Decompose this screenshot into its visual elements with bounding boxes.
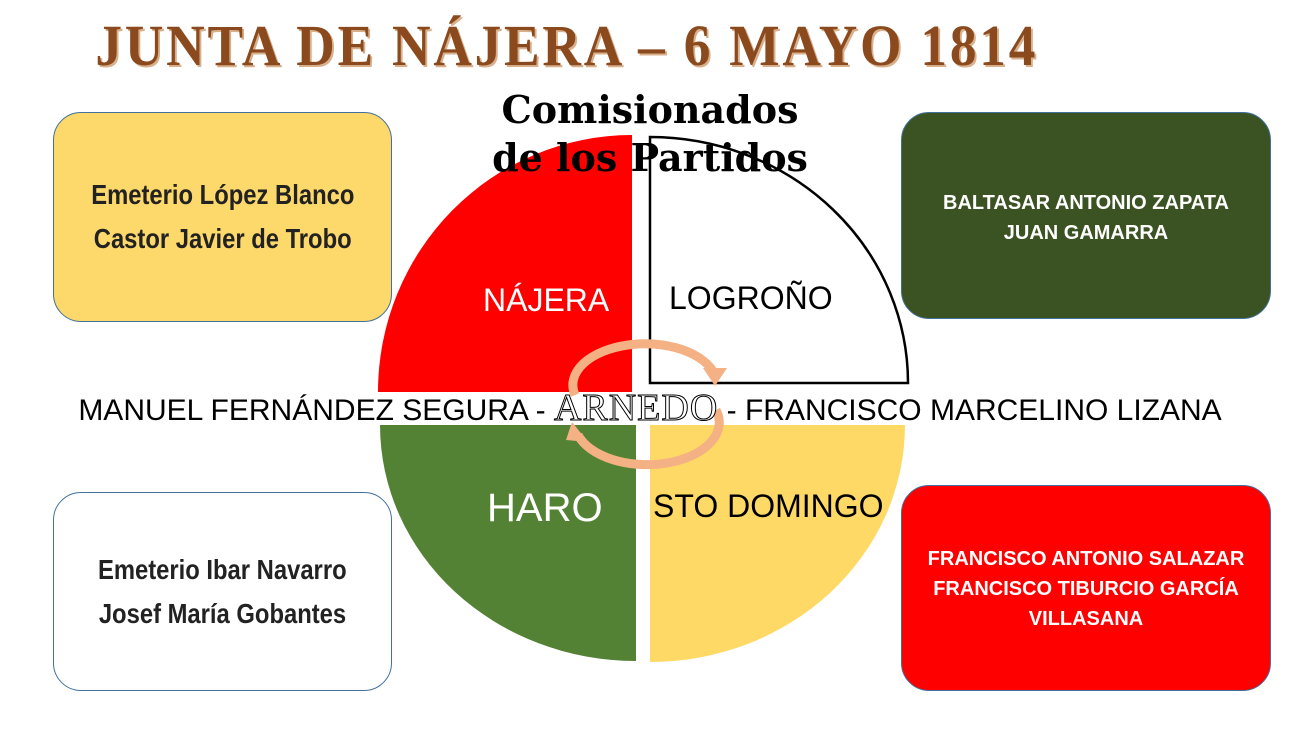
arrow-head-left-icon bbox=[566, 422, 588, 442]
box-najera-comisionados: Emeterio López Blanco Castor Javier de T… bbox=[53, 112, 392, 322]
name: Josef María Gobantes bbox=[98, 597, 347, 629]
arnedo-right-name: FRANCISCO MARCELINO LIZANA bbox=[744, 394, 1222, 427]
box-sto-domingo-comisionados: FRANCISCO ANTONIO SALAZAR FRANCISCO TIBU… bbox=[901, 485, 1271, 691]
subtitle: Comisionados de los Partidos bbox=[440, 86, 860, 182]
separator: - bbox=[527, 394, 554, 427]
name: FRANCISCO TIBURCIO GARCÍA bbox=[933, 578, 1239, 600]
arnedo-label: ARNEDO bbox=[553, 387, 719, 430]
name: Emeterio López Blanco bbox=[90, 179, 355, 210]
name: Castor Javier de Trobo bbox=[93, 223, 352, 254]
page-title: JUNTA DE NÁJERA – 6 MAYO 1814 bbox=[95, 13, 1039, 78]
label-haro: HARO bbox=[487, 486, 603, 530]
subtitle-line-2: de los Partidos bbox=[492, 135, 808, 180]
label-najera: NÁJERA bbox=[483, 282, 610, 318]
separator: - bbox=[718, 394, 745, 427]
arnedo-left-name: MANUEL FERNÁNDEZ SEGURA bbox=[78, 394, 528, 427]
name: JUAN GAMARRA bbox=[1003, 222, 1169, 244]
cycle-arrow-icon bbox=[568, 339, 724, 470]
label-sto-domingo: STO DOMINGO bbox=[653, 488, 884, 524]
quadrant-sto-domingo bbox=[650, 425, 905, 662]
box-haro-comisionados: Emeterio Ibar Navarro Josef María Gobant… bbox=[53, 492, 392, 691]
subtitle-line-1: Comisionados bbox=[501, 87, 799, 132]
arrow-head-right-icon bbox=[703, 368, 727, 386]
label-logrono: LOGROÑO bbox=[669, 280, 833, 316]
name: VILLASANA bbox=[1028, 608, 1144, 630]
arnedo-line: MANUEL FERNÁNDEZ SEGURA - ARNEDO - FRANC… bbox=[0, 386, 1300, 430]
name: Emeterio Ibar Navarro bbox=[98, 553, 347, 585]
quadrant-logrono bbox=[648, 135, 910, 385]
name: FRANCISCO ANTONIO SALAZAR bbox=[927, 548, 1245, 570]
name: BALTASAR ANTONIO ZAPATA bbox=[943, 192, 1229, 214]
box-logrono-comisionados: BALTASAR ANTONIO ZAPATA JUAN GAMARRA bbox=[901, 112, 1271, 319]
quadrant-haro bbox=[380, 425, 636, 661]
quadrant-najera bbox=[378, 135, 632, 392]
